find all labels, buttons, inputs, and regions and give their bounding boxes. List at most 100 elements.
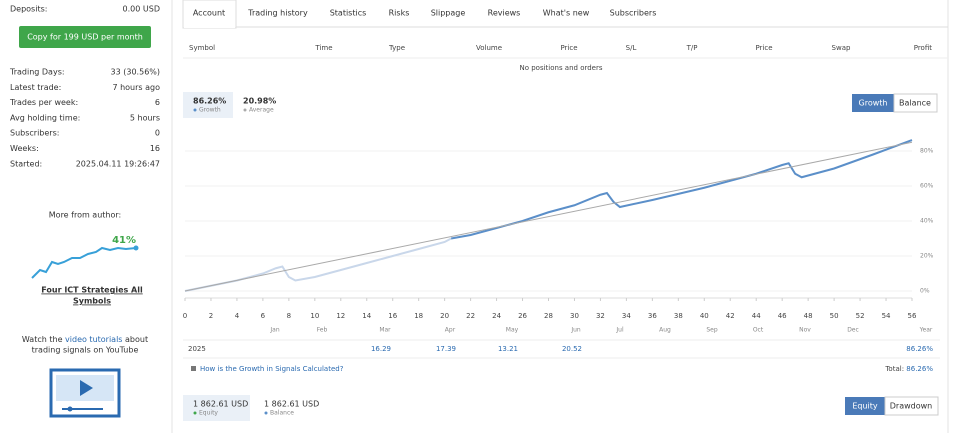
toggle-button[interactable]: Drawdown [884, 396, 939, 416]
month-label: Jun [570, 327, 581, 334]
stat-label: Weeks: [10, 144, 39, 153]
dot [193, 411, 197, 415]
balance-label: Balance [270, 410, 294, 417]
month-label: Mar [379, 327, 391, 334]
x-tick-label: 16 [388, 312, 397, 320]
sparkline-end [133, 245, 139, 251]
x-tick-label: 26 [518, 312, 527, 320]
button-bg [893, 93, 938, 113]
signal-name: Symbols [73, 297, 111, 306]
x-tick-label: 24 [492, 312, 501, 320]
toggle-button[interactable]: Growth [852, 94, 894, 112]
button-bg [19, 26, 151, 48]
total-label: Total: [884, 365, 904, 373]
average-value: 20.98% [243, 97, 276, 106]
video-note: trading signals on YouTube [32, 346, 139, 355]
x-tick-label: 0 [183, 312, 187, 320]
tab[interactable]: Trading history [247, 9, 308, 18]
x-tick-label: 28 [544, 312, 553, 320]
empty-message: No positions and orders [519, 64, 602, 72]
stat-value: 0 [155, 129, 160, 138]
x-tick-label: 46 [778, 312, 787, 320]
y-tick-label: 40% [920, 218, 934, 225]
x-tick-label: 20 [440, 312, 449, 320]
x-tick-label: 30 [570, 312, 579, 320]
signal-name: Four ICT Strategies All [41, 286, 143, 295]
icon-knob [67, 406, 73, 412]
label: Deposits: [10, 5, 47, 14]
tab[interactable]: What's new [543, 9, 590, 18]
x-tick-label: 34 [622, 312, 631, 320]
y-tick-label: 20% [920, 253, 934, 260]
stat-value: 2025.04.11 19:26:47 [76, 159, 160, 168]
text: about [122, 335, 148, 344]
button-label: Balance [899, 99, 931, 108]
heading: More from author: [49, 211, 121, 220]
balance-value: 1 862.61 USD [264, 400, 319, 409]
month-label: Nov [799, 327, 811, 334]
help-link[interactable]: How is the Growth in Signals Calculated? [200, 365, 344, 373]
toggle-button[interactable]: Equity [845, 397, 885, 415]
growth-value: 86.26% [193, 97, 226, 106]
growth-chart: 0%20%40%60%80%0 2 4 6 8 10 12 14 16 18 20 22 24 26 28 3… [183, 139, 934, 320]
total-value: 86.26% [906, 365, 933, 373]
column-header: Type [388, 44, 405, 52]
x-tick-label: 18 [414, 312, 423, 320]
stat-value: 16 [150, 144, 160, 153]
x-tick-label: 36 [648, 312, 657, 320]
month-label: Jan [269, 327, 279, 334]
value: 0.00 USD [123, 5, 160, 14]
button-label: Drawdown [890, 402, 932, 411]
stat-label: Trading Days: [9, 68, 65, 77]
equity-value: 1 862.61 USD [193, 400, 248, 409]
tab[interactable]: Slippage [431, 9, 466, 18]
toggle-button[interactable]: Balance [893, 93, 938, 113]
stat-value: 5 hours [130, 113, 160, 122]
tab[interactable]: Risks [389, 9, 410, 18]
tab[interactable]: Subscribers [610, 9, 657, 18]
x-tick-label: 54 [882, 312, 891, 320]
month-label: Apr [445, 327, 456, 334]
x-tick-label: 6 [261, 312, 266, 320]
button-label: Equity [852, 402, 878, 411]
tab[interactable]: Statistics [330, 9, 367, 18]
x-tick-label: 32 [596, 312, 605, 320]
column-header: Profit [914, 44, 933, 52]
column-header: S/L [626, 44, 637, 52]
x-tick-label: 42 [726, 312, 735, 320]
link[interactable]: video tutorials [65, 335, 122, 344]
summary-box [183, 395, 250, 421]
y-tick-label: 80% [920, 148, 934, 155]
author-signal[interactable]: 41% Four ICT Strategies All Symbols [31, 235, 143, 306]
sparkline [31, 246, 137, 279]
average-label: Average [249, 107, 274, 114]
x-tick-label: 48 [804, 312, 813, 320]
stat-label: Trades per week: [9, 98, 78, 107]
column-header: Swap [832, 44, 851, 52]
column-header: T/P [686, 44, 698, 52]
column-header: Symbol [189, 44, 215, 52]
tab[interactable]: Account [193, 9, 225, 18]
y-tick-label: 0% [920, 288, 930, 295]
signal-growth: 41% [112, 235, 136, 246]
year-cell: 17.39 [436, 345, 456, 353]
summary-box [183, 92, 233, 118]
x-tick-label: 8 [287, 312, 291, 320]
copy-button[interactable]: Copy for 199 USD per month [19, 26, 151, 48]
month-label: Oct [753, 327, 764, 334]
dot [243, 108, 247, 112]
month-label: Aug [659, 327, 671, 334]
total: Total: 86.26% [884, 365, 933, 373]
month-label: Year [919, 327, 933, 334]
stat-value: 33 (30.56%) [111, 68, 160, 77]
video-icon[interactable] [49, 368, 121, 418]
tab[interactable]: Reviews [488, 9, 521, 18]
x-tick-label: 2 [209, 312, 213, 320]
tabs: Account Trading history Statistics Risks Sli… [193, 9, 657, 18]
stat-label: Latest trade: [10, 83, 61, 92]
equity-label: Equity [199, 410, 218, 417]
month-label: Feb [317, 327, 328, 334]
x-tick-label: 52 [856, 312, 865, 320]
